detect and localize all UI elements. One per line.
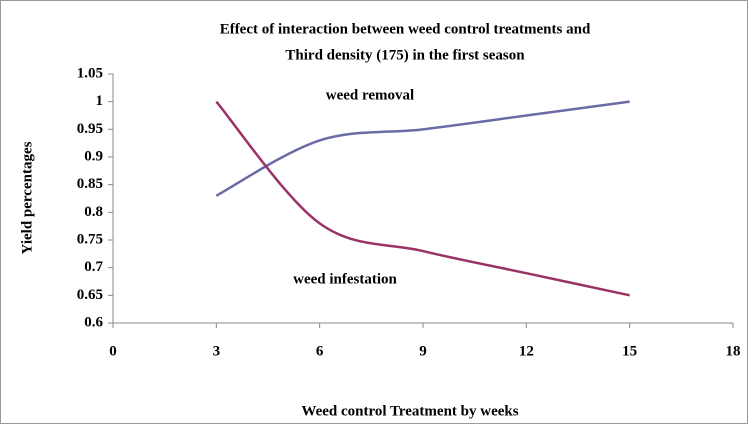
x-tick-label: 9 <box>419 343 427 359</box>
y-tick-label: 1 <box>96 93 104 109</box>
y-tick-label: 0.65 <box>77 287 103 303</box>
y-tick-label: 0.9 <box>84 148 103 164</box>
chart-title: Third density (175) in the first season <box>285 47 525 63</box>
x-tick-label: 0 <box>109 343 117 359</box>
y-axis-label: Yield percentages <box>19 141 35 254</box>
x-tick-label: 12 <box>519 343 534 359</box>
y-tick-label: 0.75 <box>77 231 103 247</box>
y-tick-label: 0.85 <box>77 176 103 192</box>
y-tick-label: 0.6 <box>84 314 103 330</box>
x-tick-label: 3 <box>213 343 221 359</box>
annotation: weed infestation <box>293 271 397 287</box>
x-tick-label: 18 <box>726 343 741 359</box>
y-tick-label: 0.95 <box>77 121 103 137</box>
series-line <box>215 100 630 297</box>
annotation: weed removal <box>326 87 414 103</box>
y-tick-label: 1.05 <box>77 65 103 81</box>
series-line <box>215 100 630 197</box>
y-tick-label: 0.7 <box>84 259 103 275</box>
x-tick-label: 15 <box>622 343 637 359</box>
chart-title: Effect of interaction between weed contr… <box>220 21 591 37</box>
x-axis-label: Weed control Treatment by weeks <box>301 403 518 419</box>
x-tick-label: 6 <box>316 343 324 359</box>
y-tick-label: 0.8 <box>84 204 103 220</box>
